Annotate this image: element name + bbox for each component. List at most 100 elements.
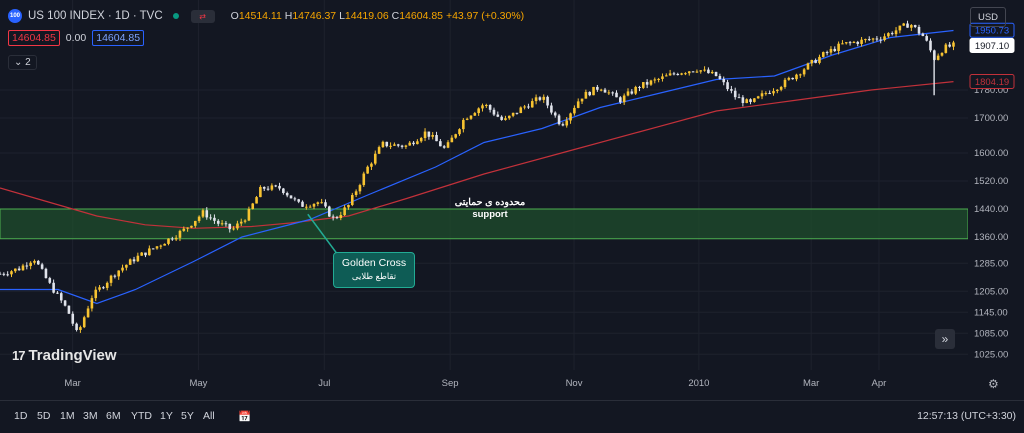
candle-body (102, 287, 105, 289)
candle-body (182, 228, 186, 231)
candle-body (469, 115, 473, 119)
candle-body (852, 41, 856, 43)
candle-body (239, 221, 243, 224)
candle-body (21, 265, 25, 271)
symbol-title[interactable]: US 100 INDEX · 1D · TVC (28, 10, 163, 22)
timeframe-3m[interactable]: 3M (83, 410, 98, 422)
candle-body (799, 74, 802, 76)
y-tick-label: 1085.00 (974, 328, 1008, 339)
candle-body (220, 223, 224, 225)
candle-body (98, 287, 101, 290)
timeframe-ytd[interactable]: YTD (131, 410, 152, 422)
candle-body (33, 260, 36, 263)
timeframe-1y[interactable]: 1Y (160, 410, 173, 422)
candle-body (944, 44, 948, 53)
timeframe-1d[interactable]: 1D (14, 410, 28, 422)
symbol-legend: 100 US 100 INDEX · 1D · TVC ⇄ O14514.11 … (8, 9, 524, 23)
tradingview-logo: 17 TradingView (12, 347, 117, 364)
candle-body (343, 207, 346, 216)
candle-body (730, 89, 733, 91)
buy-price-button[interactable]: 14604.85 (92, 30, 145, 46)
candle-body (155, 246, 159, 249)
scroll-to-realtime-button[interactable]: » (935, 329, 955, 349)
sma-slow-line (0, 81, 954, 229)
candle-body (75, 323, 78, 330)
golden-cross-label-fa: تقاطع طلایی (351, 271, 397, 281)
price-chart[interactable]: Mar May Jul Sep Nov 2010 Mar Apr 1025.00 1085.00 1… (0, 0, 1024, 400)
candle-body (442, 146, 446, 148)
candle-body (492, 109, 496, 115)
candle-body (117, 270, 121, 277)
candle-body (737, 97, 741, 99)
timeframe-6m[interactable]: 6M (106, 410, 121, 422)
timeframe-1m[interactable]: 1M (60, 410, 75, 422)
compare-toggle-icon[interactable]: ⇄ (190, 9, 215, 23)
candle-body (634, 86, 637, 94)
date-range-icon[interactable]: 📅 (238, 411, 252, 423)
candle-body (301, 201, 304, 207)
candle-body (672, 73, 676, 75)
candle-body (844, 42, 848, 44)
timeframe-5y[interactable]: 5Y (181, 410, 194, 422)
candle-body (557, 115, 561, 125)
candle-body (906, 23, 909, 28)
candle-body (408, 142, 412, 146)
candle-body (427, 131, 431, 137)
candle-body (404, 145, 408, 147)
price-mark-label: 1907.10 (975, 41, 1009, 52)
candle-body (561, 124, 565, 126)
candle-body (381, 141, 385, 148)
candle-body (171, 238, 174, 240)
ohlc-values: O14514.11 H14746.37 L14419.06 C14604.85 … (230, 10, 525, 22)
gear-icon[interactable]: ⚙ (988, 377, 999, 391)
candle-body (312, 203, 316, 207)
candle-body (29, 262, 32, 266)
candle-body (285, 193, 289, 196)
tradingview-logo-icon: 17 (12, 348, 26, 363)
y-tick-label: 1205.00 (974, 286, 1008, 297)
candle-body (726, 82, 729, 90)
timeframe-5d[interactable]: 5D (37, 410, 51, 422)
candle-body (948, 44, 951, 47)
candle-body (79, 327, 82, 330)
candle-body (358, 185, 362, 192)
candle-body (527, 106, 530, 108)
chart-area[interactable]: Mar May Jul Sep Nov 2010 Mar Apr 1025.00 1085.00 1… (0, 0, 1024, 400)
indicators-toggle[interactable]: ⌄ 2 (8, 55, 37, 70)
currency-selector[interactable]: USD (970, 7, 1006, 27)
candle-body (687, 71, 691, 74)
candle-body (10, 271, 13, 275)
candle-body (776, 89, 779, 92)
candle-body (308, 206, 312, 208)
sell-price-button[interactable]: 14604.85 (8, 30, 60, 46)
candle-body (236, 223, 239, 229)
candle-body (821, 52, 825, 57)
candle-body (465, 118, 469, 120)
candle-body (645, 82, 649, 85)
candle-body (324, 202, 327, 207)
candle-body (929, 40, 932, 51)
candle-body (125, 264, 128, 268)
candle-body (159, 245, 163, 247)
candle-body (144, 252, 147, 256)
candle-body (952, 42, 955, 47)
candle-body (331, 216, 335, 218)
candle-body (148, 248, 151, 256)
candle-body (802, 69, 806, 75)
timeframe-all[interactable]: All (203, 410, 215, 422)
candle-body (232, 228, 235, 230)
candle-body (733, 90, 737, 98)
candle-body (439, 141, 442, 147)
candle-body (603, 89, 607, 93)
candle-body (71, 313, 75, 324)
candle-body (519, 107, 523, 114)
candle-body (2, 273, 6, 275)
candle-body (481, 105, 484, 109)
candle-body (553, 112, 557, 116)
candle-body (615, 92, 618, 98)
candle-body (710, 71, 714, 74)
candle-body (36, 260, 40, 265)
candle-body (691, 71, 695, 73)
candle-body (446, 142, 450, 148)
symbol-badge: 100 (8, 9, 22, 23)
